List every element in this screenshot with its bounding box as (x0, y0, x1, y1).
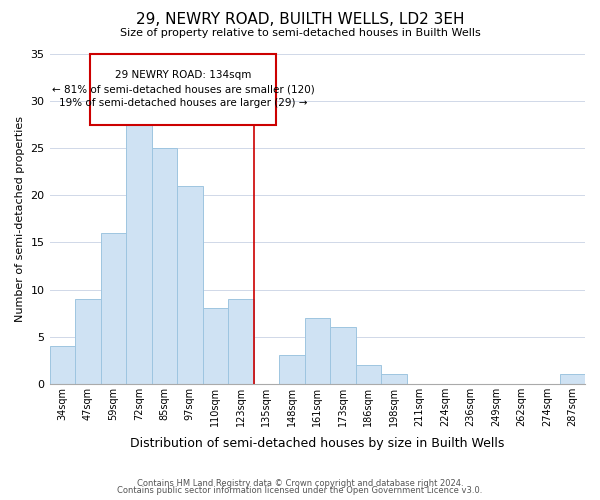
Bar (203, 308, 228, 384)
Y-axis label: Number of semi-detached properties: Number of semi-detached properties (15, 116, 25, 322)
Text: Contains HM Land Registry data © Crown copyright and database right 2024.: Contains HM Land Registry data © Crown c… (137, 478, 463, 488)
Bar (305, 318, 330, 384)
Bar (228, 299, 254, 384)
Text: Size of property relative to semi-detached houses in Builth Wells: Size of property relative to semi-detach… (119, 28, 481, 38)
Bar (126, 110, 152, 384)
FancyBboxPatch shape (91, 54, 277, 124)
Bar (177, 186, 203, 384)
Bar (75, 299, 101, 384)
Bar (50, 346, 75, 384)
Bar (101, 233, 126, 384)
Text: 29, NEWRY ROAD, BUILTH WELLS, LD2 3EH: 29, NEWRY ROAD, BUILTH WELLS, LD2 3EH (136, 12, 464, 28)
Bar (381, 374, 407, 384)
Bar (330, 327, 356, 384)
Bar (356, 365, 381, 384)
Bar (279, 356, 305, 384)
Bar (152, 148, 177, 384)
Text: Contains public sector information licensed under the Open Government Licence v3: Contains public sector information licen… (118, 486, 482, 495)
X-axis label: Distribution of semi-detached houses by size in Builth Wells: Distribution of semi-detached houses by … (130, 437, 505, 450)
Text: 29 NEWRY ROAD: 134sqm
← 81% of semi-detached houses are smaller (120)
19% of sem: 29 NEWRY ROAD: 134sqm ← 81% of semi-deta… (52, 70, 315, 108)
Bar (560, 374, 585, 384)
